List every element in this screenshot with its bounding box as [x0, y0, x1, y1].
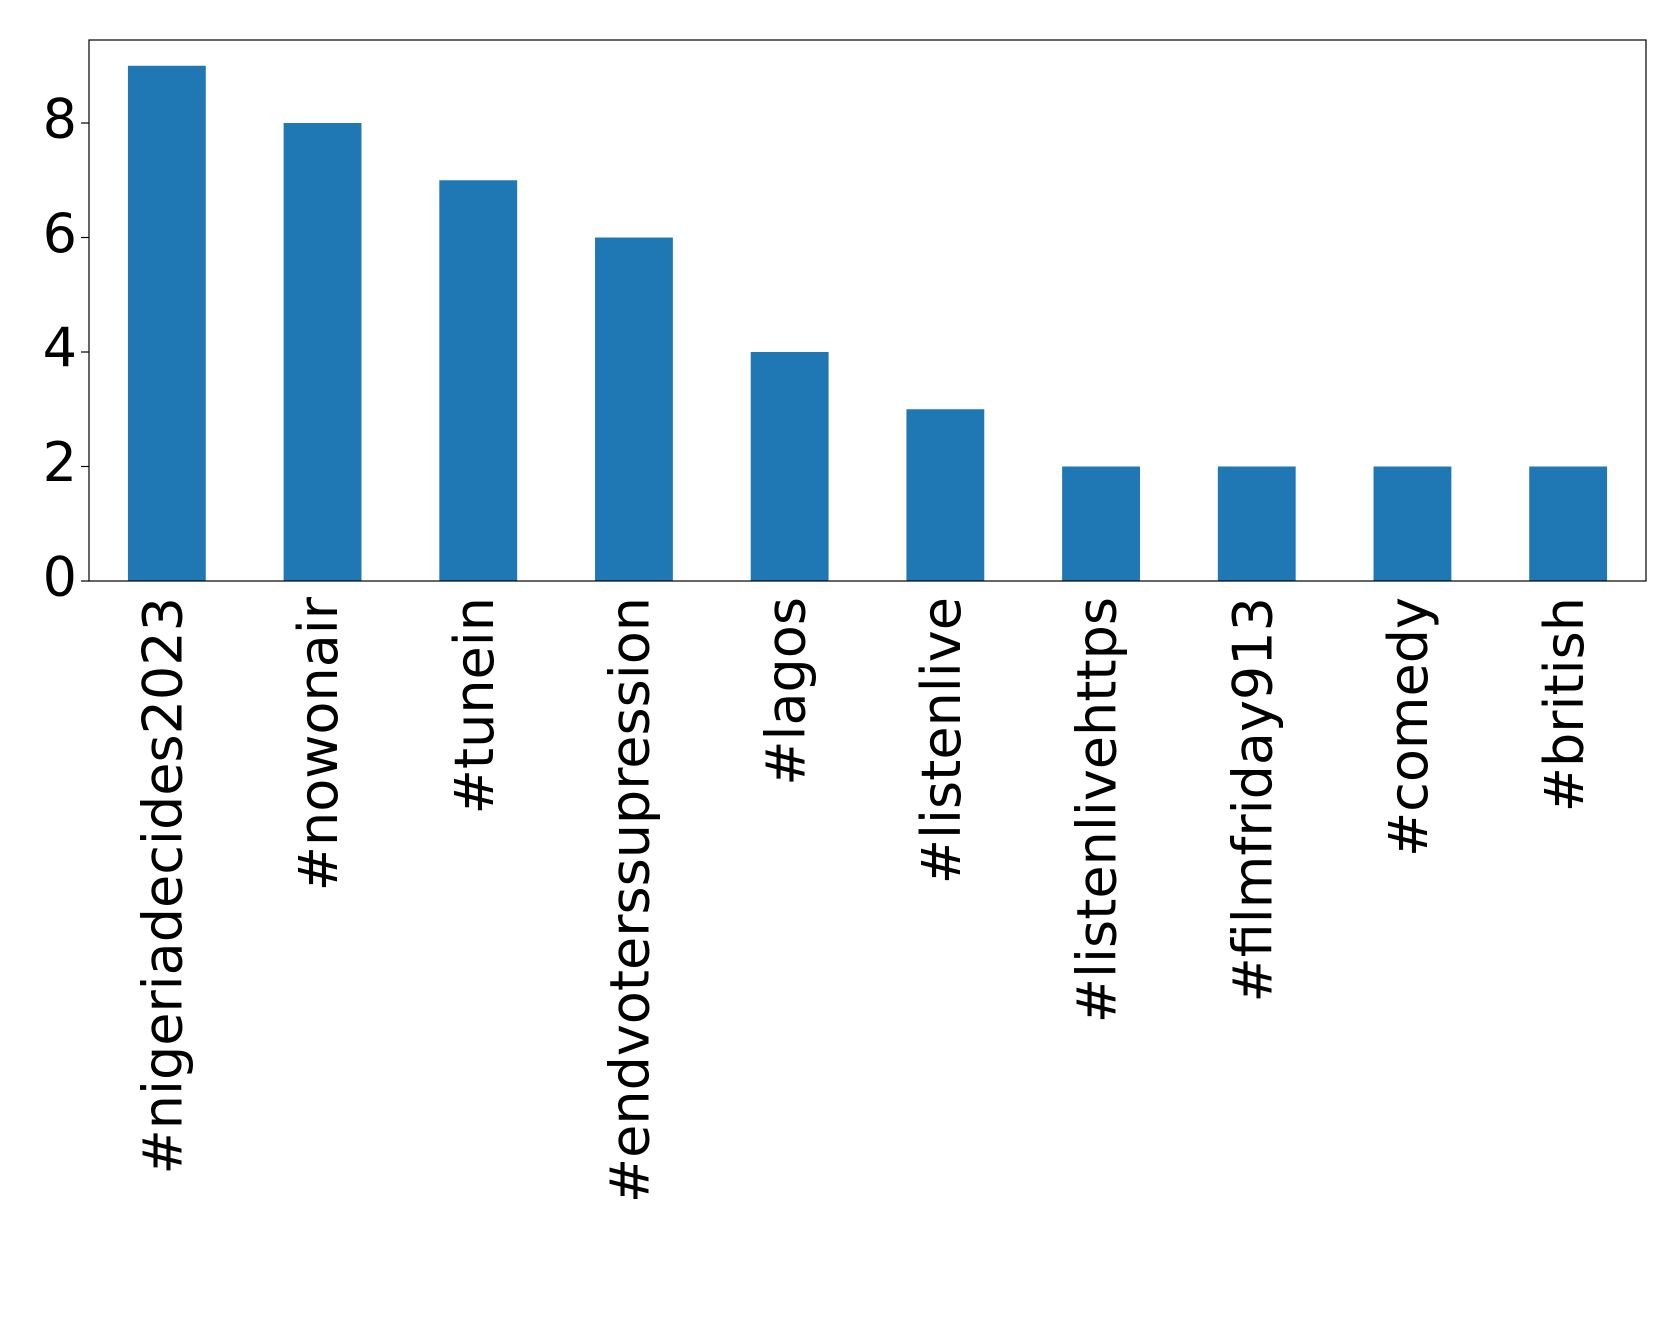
- y-tick-label: 8: [43, 88, 77, 151]
- y-tick-label: 6: [43, 202, 77, 265]
- bar: [906, 409, 985, 581]
- x-tick-label: #filmfriday913: [1221, 597, 1284, 1002]
- bar: [283, 123, 362, 581]
- x-tick-label: #nigeriadecides2023: [131, 597, 194, 1175]
- bar: [595, 237, 673, 581]
- x-tick-label: #comedy: [1377, 597, 1440, 857]
- x-tick-label: #nowonair: [287, 596, 350, 891]
- bar: [1217, 466, 1296, 581]
- bar: [1062, 466, 1140, 581]
- bar: [127, 65, 206, 581]
- x-tick-label: #endvoterssupression: [599, 597, 662, 1203]
- bar: [439, 180, 518, 581]
- x-tick-label: #tunein: [443, 597, 506, 814]
- plot-frame: [88, 39, 1647, 582]
- x-tick-label: #listenlive: [910, 597, 973, 884]
- x-tick-label: #listenlivehttps: [1066, 597, 1129, 1023]
- y-tick-label: 4: [43, 317, 77, 380]
- y-tick-label: 0: [43, 546, 77, 609]
- bar: [1373, 466, 1452, 581]
- x-tick-label: #british: [1533, 597, 1596, 812]
- bar: [1529, 466, 1608, 581]
- y-tick-label: 2: [43, 431, 77, 494]
- bar: [750, 352, 829, 581]
- x-tick-label: #lagos: [754, 597, 817, 786]
